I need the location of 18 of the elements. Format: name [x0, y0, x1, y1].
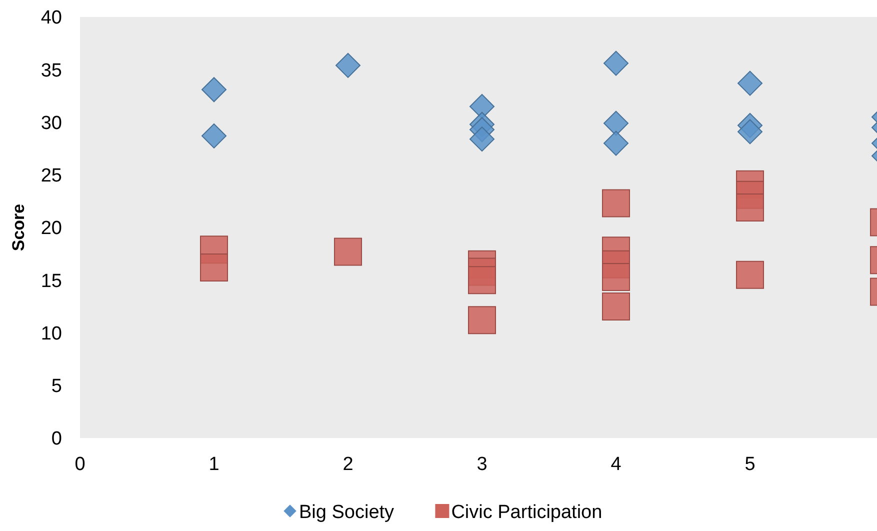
y-tick-label: 15 — [40, 270, 62, 292]
x-tick-label: 4 — [610, 454, 622, 475]
y-tick-label: 20 — [40, 218, 62, 240]
y-axis-title: Score — [9, 204, 28, 252]
legend-label: Big Society — [299, 502, 395, 523]
legend-label: Civic Participation — [451, 502, 602, 523]
x-tick-label: 3 — [476, 454, 488, 475]
x-tick-label: 2 — [342, 454, 354, 475]
y-tick-label: 30 — [40, 112, 62, 134]
y-tick-label: 0 — [51, 428, 62, 450]
y-tick-label: 40 — [40, 8, 62, 29]
y-tick-label: 25 — [40, 166, 62, 187]
x-tick-label: 1 — [208, 454, 220, 475]
y-tick-label: 35 — [40, 60, 62, 82]
y-tick-label: 5 — [51, 376, 62, 398]
y-tick-label: 10 — [40, 323, 62, 344]
x-tick-label: 0 — [74, 454, 86, 475]
x-tick-label: 5 — [744, 454, 756, 475]
